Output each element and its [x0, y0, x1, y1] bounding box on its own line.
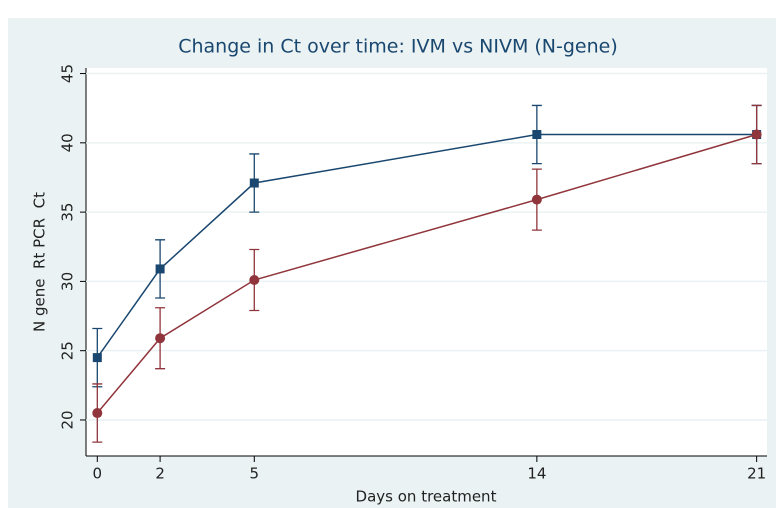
point — [751, 129, 762, 140]
y-tick-label: 25 — [59, 341, 77, 360]
x-tick-label: 2 — [155, 465, 165, 483]
x-tick-label: 21 — [747, 465, 766, 483]
y-tick-label: 35 — [59, 203, 77, 222]
point — [532, 130, 542, 140]
point — [249, 275, 260, 286]
chart-title: Change in Ct over time: IVM vs NIVM (N-g… — [178, 36, 618, 58]
y-tick-label: 30 — [59, 272, 77, 291]
x-tick-label: 5 — [250, 465, 260, 483]
y-axis-label: N gene Rt PCR Ct — [31, 192, 49, 332]
x-tick-label: 0 — [93, 465, 103, 483]
point — [531, 194, 542, 205]
y-tick-label: 40 — [59, 133, 77, 152]
x-tick-label: 14 — [527, 465, 546, 483]
point — [155, 264, 165, 274]
point — [155, 333, 166, 344]
plot-area — [86, 68, 767, 456]
x-axis-label: Days on treatment — [356, 488, 497, 506]
y-tick-label: 20 — [59, 410, 77, 429]
y-tick-label: 45 — [59, 64, 77, 83]
point — [92, 408, 103, 419]
point — [249, 178, 259, 188]
point — [92, 353, 102, 363]
